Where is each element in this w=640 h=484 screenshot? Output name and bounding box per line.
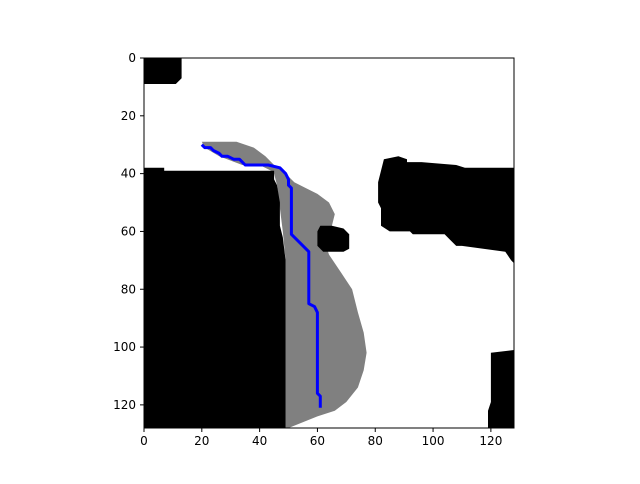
y-tick-label: 0	[128, 51, 136, 65]
path-line	[200, 143, 322, 408]
x-tick-label: 20	[194, 434, 209, 448]
x-tick-label: 120	[479, 434, 502, 448]
x-tick-label: 80	[368, 434, 383, 448]
y-tick-label: 20	[121, 109, 136, 123]
y-tick-label: 100	[113, 340, 136, 354]
y-tick-label: 120	[113, 398, 136, 412]
y-tick-label: 80	[121, 282, 136, 296]
obstacle-left-block	[144, 167, 286, 429]
explored-region	[201, 141, 367, 429]
y-tick-label: 60	[121, 224, 136, 238]
x-tick-label: 0	[140, 434, 148, 448]
x-tick-label: 100	[422, 434, 445, 448]
path-layer	[200, 143, 322, 408]
obstacle-bottom-right	[488, 350, 514, 428]
y-tick-label: 40	[121, 167, 136, 181]
obstacle-small-square	[317, 225, 350, 252]
x-tick-label: 60	[310, 434, 325, 448]
obstacle-right-upper	[378, 156, 514, 264]
plot-frame	[143, 57, 515, 429]
explored-region-layer	[201, 141, 367, 429]
x-axis: 0 20 40 60 80 100 120	[140, 428, 502, 448]
x-tick-label: 40	[252, 434, 267, 448]
obstacle-top-left	[144, 58, 182, 84]
obstacles-layer	[144, 58, 514, 429]
y-axis: 0 20 40 60 80 100 120	[113, 51, 144, 412]
